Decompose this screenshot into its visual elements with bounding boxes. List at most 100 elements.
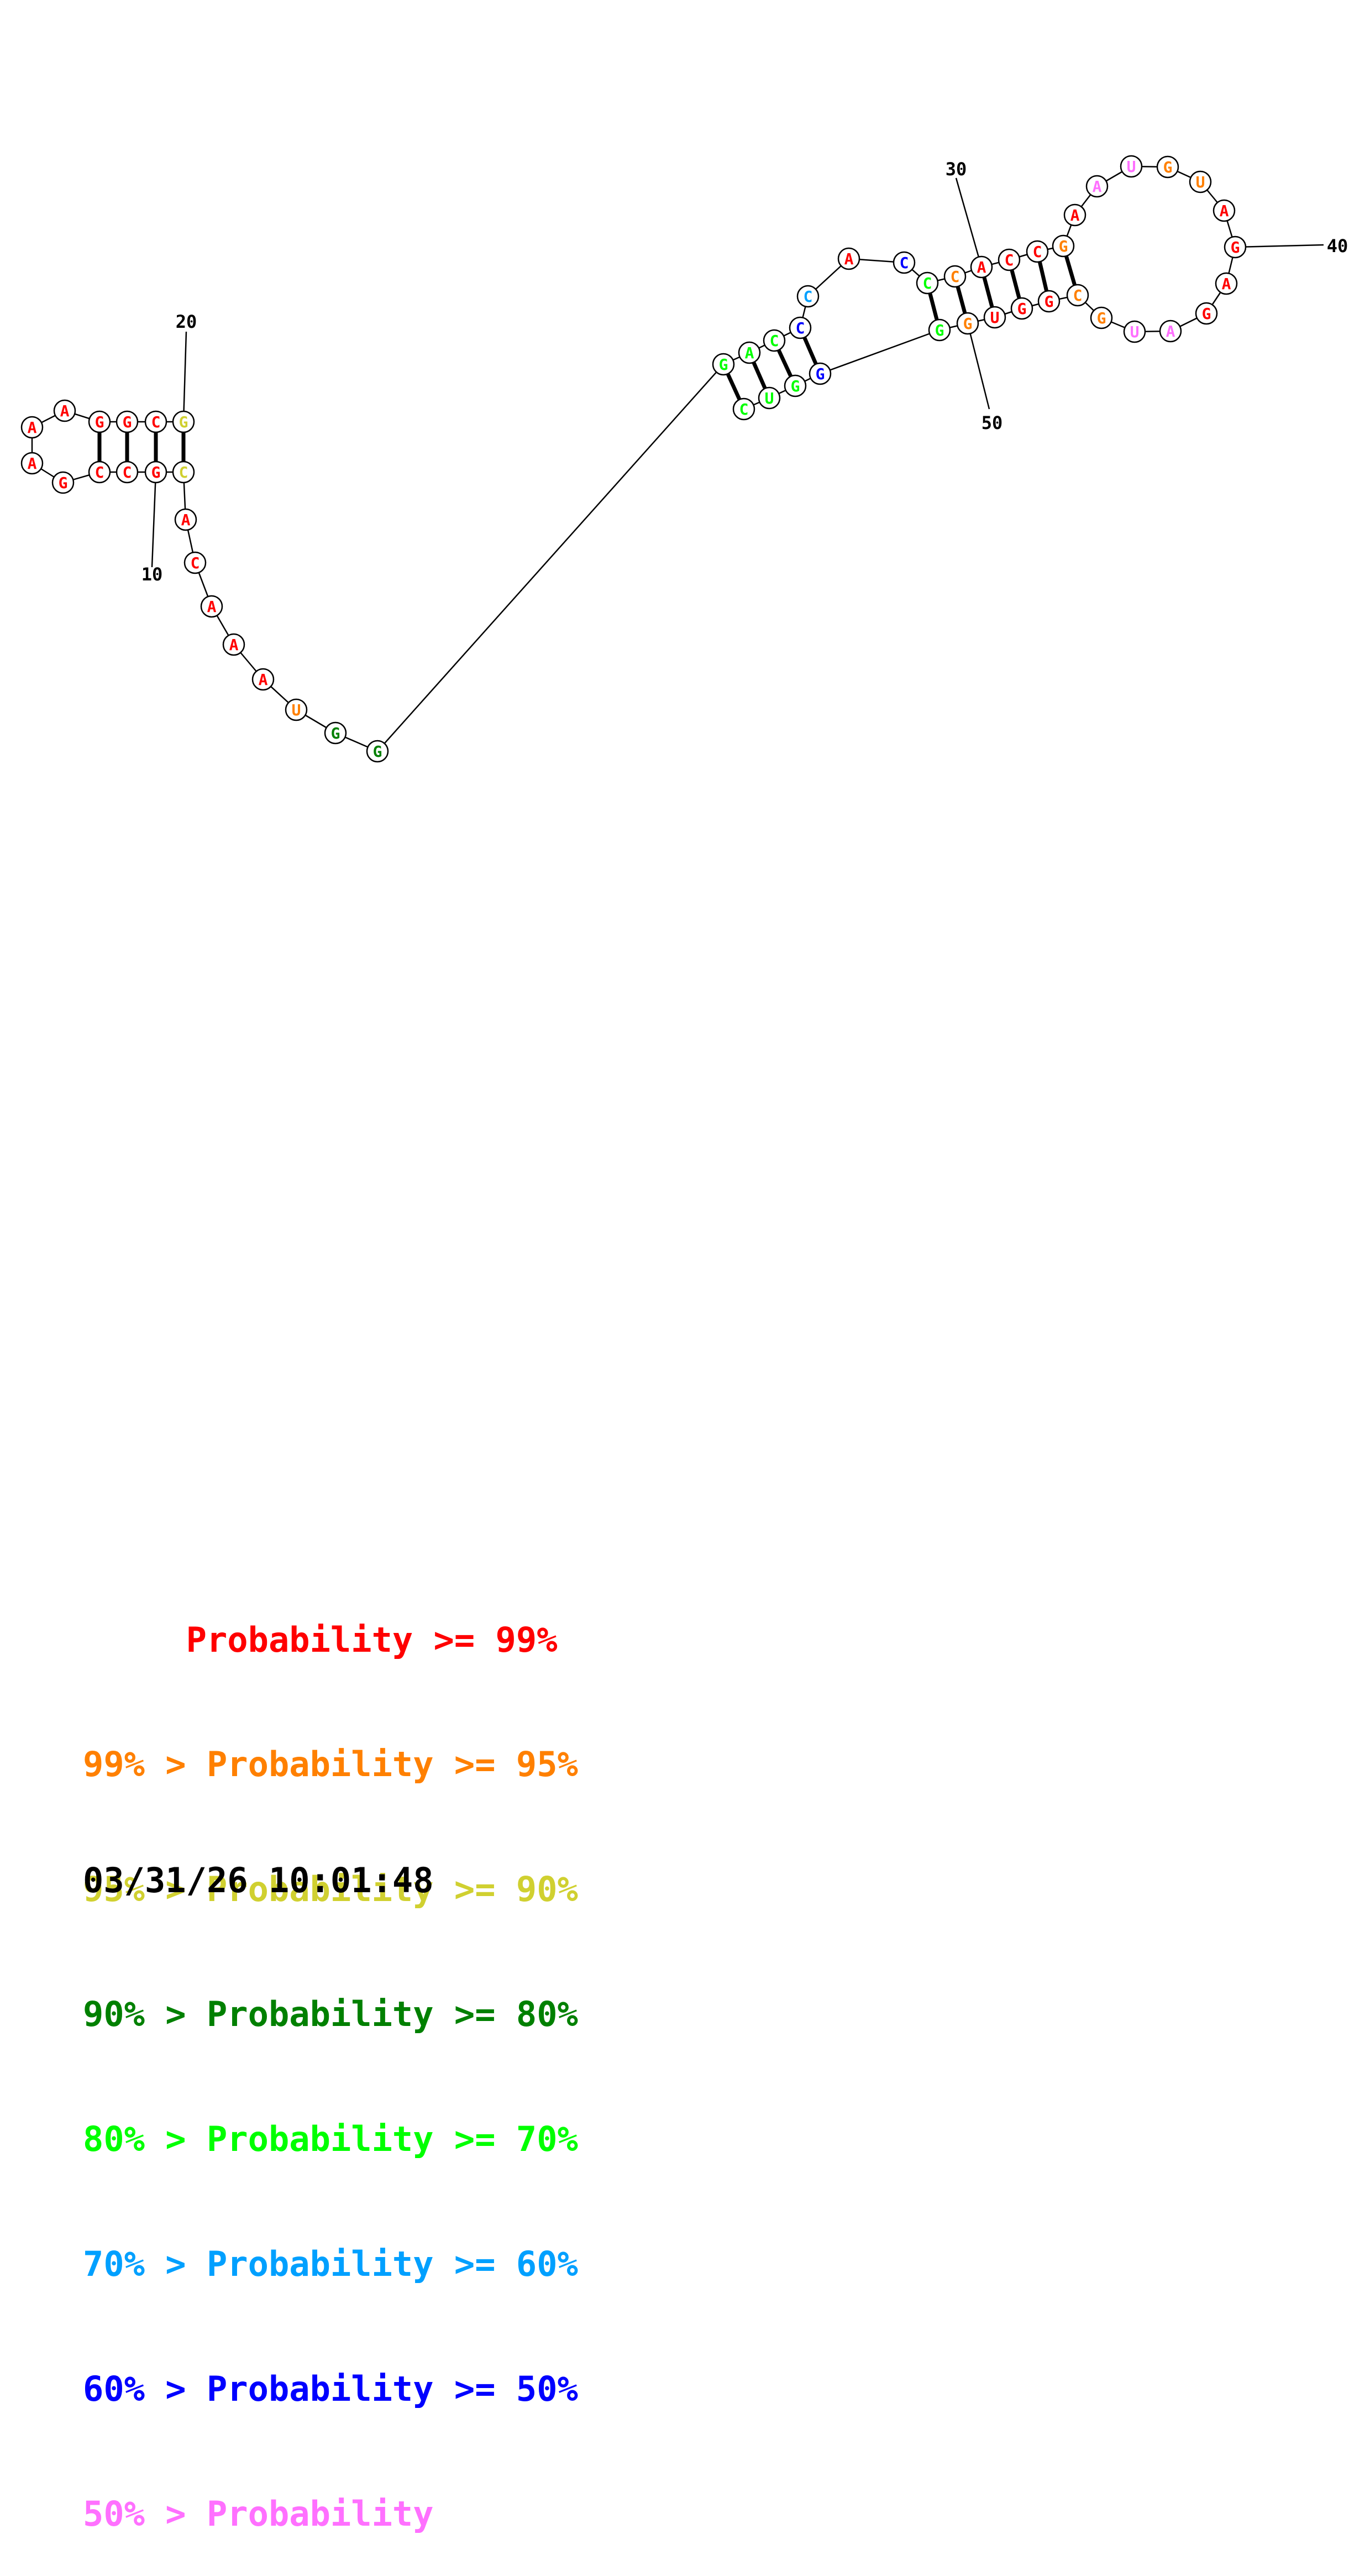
- nucleotide-base: A: [207, 598, 217, 616]
- nucleotide-31: C: [998, 248, 1021, 271]
- nucleotide-circle: [1085, 175, 1109, 198]
- nucleotide-base: C: [1073, 286, 1083, 305]
- nucleotide-circle: [1123, 320, 1146, 343]
- base-pair-bond: [928, 293, 939, 320]
- nucleotide-29: C: [943, 265, 967, 288]
- nucleotide-base: C: [900, 254, 909, 272]
- nucleotide-base: C: [95, 463, 104, 481]
- nucleotide-1: G: [172, 410, 195, 433]
- position-tick-line: [967, 323, 990, 410]
- nucleotide-19: G: [324, 721, 347, 745]
- nucleotide-circle: [1090, 306, 1113, 329]
- nucleotide-circle: [1010, 297, 1033, 320]
- nucleotide-base: A: [259, 671, 268, 689]
- nucleotide-circle: [809, 362, 832, 385]
- nucleotide-base: C: [804, 287, 813, 306]
- position-label: 20: [176, 311, 197, 332]
- nucleotide-circle: [88, 460, 111, 484]
- nucleotide-circle: [796, 285, 820, 308]
- nucleotide-circle: [1159, 320, 1182, 343]
- nucleotide-49: U: [983, 306, 1006, 329]
- nucleotide-30: A: [970, 255, 993, 279]
- nucleotide-5: A: [53, 399, 76, 422]
- nucleotide-base: A: [28, 454, 37, 473]
- nucleotide-circle: [174, 508, 197, 531]
- nucleotide-circle: [1037, 290, 1061, 313]
- nucleotide-33: G: [1052, 234, 1075, 258]
- nucleotide-circle: [324, 721, 347, 745]
- nucleotide-base: G: [1231, 238, 1240, 256]
- nucleotide-base: G: [179, 413, 188, 431]
- nucleotide-circle: [1224, 235, 1247, 259]
- nucleotide-circle: [712, 353, 735, 376]
- nucleotide-base: A: [745, 344, 754, 362]
- nucleotide-44: U: [1123, 320, 1146, 343]
- legend-line: 80% > Probability >= 70%: [83, 2119, 578, 2160]
- nucleotide-circle: [251, 668, 275, 691]
- nucleotide-base: A: [1222, 275, 1231, 293]
- nucleotide-base: G: [1202, 305, 1211, 323]
- base-pair-bond: [956, 286, 967, 313]
- nucleotide-base: C: [179, 463, 188, 481]
- nucleotide-circle: [893, 251, 916, 274]
- nucleotide-4: G: [88, 410, 111, 433]
- nucleotide-base: G: [1163, 158, 1173, 176]
- nucleotide-circle: [144, 460, 167, 484]
- position-label: 40: [1327, 235, 1348, 256]
- position-tick-line: [955, 177, 983, 268]
- nucleotide-55: C: [732, 397, 755, 421]
- nucleotide-circle: [916, 271, 939, 295]
- nucleotide-base: G: [1097, 309, 1106, 327]
- nucleotide-circle: [200, 595, 223, 618]
- nucleotide-circle: [51, 471, 75, 494]
- nucleotide-50: G: [956, 312, 979, 335]
- nucleotide-23: C: [763, 329, 786, 352]
- nucleotide-21: G: [712, 353, 735, 376]
- nucleotide-7: A: [20, 452, 44, 475]
- nucleotide-circle: [928, 318, 951, 342]
- nucleotide-base: U: [765, 389, 774, 407]
- nucleotide-54: U: [758, 386, 781, 410]
- nucleotide-base: G: [151, 463, 161, 481]
- nucleotide-base: G: [935, 321, 944, 339]
- nucleotide-25: C: [796, 285, 820, 308]
- nucleotide-12: C: [172, 460, 195, 484]
- nucleotide-circle: [1189, 170, 1212, 193]
- nucleotide-base: U: [1196, 173, 1205, 191]
- nucleotide-24: C: [789, 316, 812, 339]
- nucleotide-base: G: [59, 474, 68, 492]
- nucleotide-base: G: [791, 377, 800, 395]
- nucleotide-52: G: [809, 362, 832, 385]
- nucleotide-base: A: [1166, 322, 1175, 341]
- nucleotide-base: G: [123, 413, 132, 431]
- nucleotide-circle: [943, 265, 967, 288]
- nucleotide-base: C: [151, 413, 161, 431]
- nucleotide-17: A: [251, 668, 275, 691]
- nucleotide-base: A: [28, 418, 37, 437]
- nucleotide-base: C: [191, 554, 200, 572]
- base-pair-bond: [1010, 270, 1021, 299]
- nucleotide-circle: [1066, 284, 1089, 307]
- nucleotide-base: U: [1130, 323, 1140, 341]
- nucleotide-base: C: [1033, 243, 1042, 261]
- position-label: 50: [981, 412, 1003, 433]
- nucleotide-36: U: [1120, 155, 1143, 178]
- nucleotide-41: A: [1215, 272, 1238, 295]
- backbone-segment: [820, 329, 940, 375]
- nucleotide-15: A: [200, 595, 223, 618]
- position-tick-line: [151, 472, 157, 568]
- base-pair-bond: [777, 349, 792, 377]
- nucleotide-base: U: [990, 308, 1000, 327]
- nucleotide-8: G: [51, 471, 75, 494]
- base-pair-bond: [1064, 256, 1077, 285]
- nucleotide-circle: [998, 248, 1021, 271]
- nucleotide-6: A: [20, 416, 44, 439]
- position-ticks: 10 20 30 40 50: [141, 159, 1348, 585]
- nucleotide-10: C: [116, 460, 139, 484]
- nucleotide-base: U: [1127, 158, 1136, 176]
- nucleotide-circle: [116, 410, 139, 433]
- nucleotide-base: C: [796, 319, 805, 337]
- nucleotide-28: C: [916, 271, 939, 295]
- nucleotide-base: C: [1005, 251, 1014, 269]
- nucleotide-circle: [1026, 240, 1049, 263]
